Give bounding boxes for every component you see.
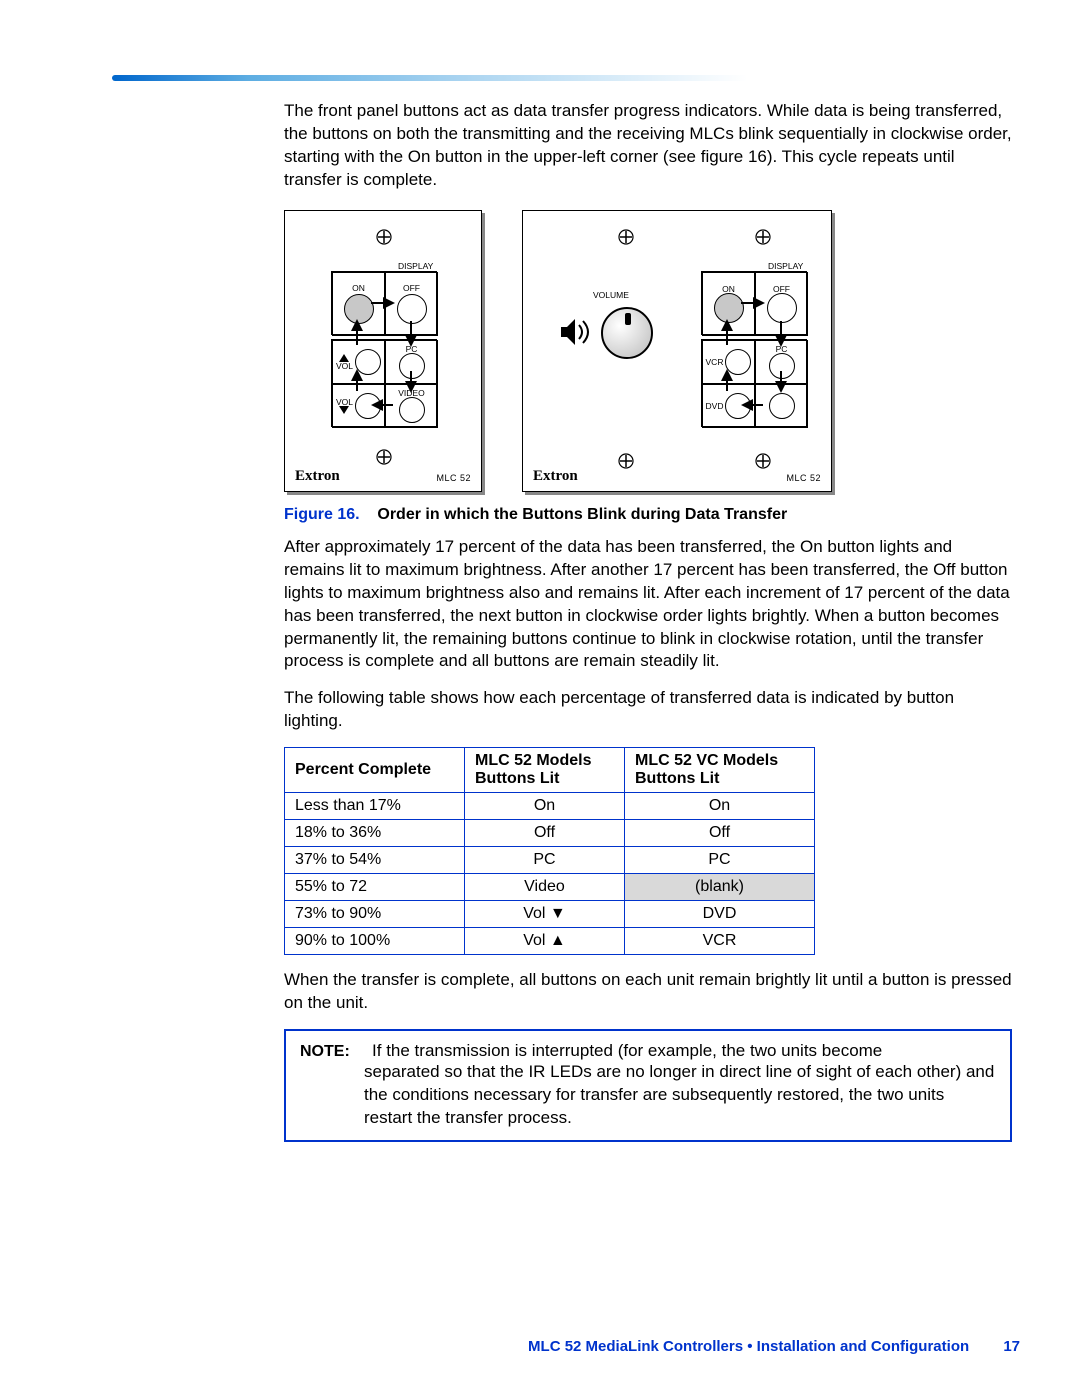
figure-row: DISPLAY ON OFF VOL [284,210,1012,492]
cell-mlc52vc: Off [625,820,815,847]
cell-percent: 37% to 54% [285,847,465,874]
cell-percent: Less than 17% [285,793,465,820]
speaker-icon [555,311,597,353]
screw-icon [618,453,634,469]
arrow-overlay [701,271,807,431]
table-row: 37% to 54%PCPC [285,847,815,874]
panel-mlc52: DISPLAY ON OFF VOL [284,210,482,492]
label-volume: VOLUME [593,291,629,300]
table-row: 55% to 72Video(blank) [285,874,815,901]
progress-table: Percent Complete MLC 52 Models Buttons L… [284,747,815,955]
arrow-overlay [331,271,437,431]
cell-mlc52vc: (blank) [625,874,815,901]
cell-mlc52vc: PC [625,847,815,874]
paragraph-4: When the transfer is complete, all butto… [284,969,1012,1015]
screw-icon [376,229,392,245]
content-area: The front panel buttons act as data tran… [284,100,1012,1142]
page-footer: MLC 52 MediaLink Controllers • Installat… [528,1338,1020,1355]
cell-mlc52: Vol ▲ [465,928,625,955]
col-percent: Percent Complete [285,748,465,793]
screw-icon [755,453,771,469]
footer-text: MLC 52 MediaLink Controllers • Installat… [528,1338,969,1355]
header-rule [112,75,1020,81]
screw-icon [376,449,392,465]
screw-icon [618,229,634,245]
paragraph-2: After approximately 17 percent of the da… [284,536,1012,674]
col-mlc52: MLC 52 Models Buttons Lit [465,748,625,793]
cell-mlc52vc: On [625,793,815,820]
brand-label: Extron [533,468,578,485]
table-row: 90% to 100%Vol ▲VCR [285,928,815,955]
model-label: MLC 52 [436,473,471,483]
paragraph-3: The following table shows how each perce… [284,687,1012,733]
note-label: NOTE: [300,1043,350,1060]
cell-percent: 18% to 36% [285,820,465,847]
label-display: DISPLAY [398,262,433,271]
cell-mlc52: PC [465,847,625,874]
figure-caption: Figure 16. Order in which the Buttons Bl… [284,506,1012,524]
figure-number: Figure 16. [284,506,360,523]
cell-percent: 55% to 72 [285,874,465,901]
panel-mlc52-vc: VOLUME DISPLAY ON OFF [522,210,832,492]
brand-label: Extron [295,468,340,485]
cell-mlc52: On [465,793,625,820]
page: The front panel buttons act as data tran… [0,0,1080,1397]
cell-mlc52: Video [465,874,625,901]
note-box: NOTE: If the transmission is interrupted… [284,1029,1012,1142]
volume-knob [601,307,653,359]
table-row: 73% to 90%Vol ▼DVD [285,901,815,928]
cell-mlc52: Vol ▼ [465,901,625,928]
cell-percent: 73% to 90% [285,901,465,928]
cell-mlc52: Off [465,820,625,847]
note-text-inline: If the transmission is interrupted (for … [372,1041,882,1060]
cell-mlc52vc: DVD [625,901,815,928]
paragraph-1: The front panel buttons act as data tran… [284,100,1012,192]
table-row: Less than 17%OnOn [285,793,815,820]
cell-mlc52vc: VCR [625,928,815,955]
note-text-body: separated so that the IR LEDs are no lon… [364,1061,996,1130]
screw-icon [755,229,771,245]
figure-title: Order in which the Buttons Blink during … [377,506,787,523]
table-header-row: Percent Complete MLC 52 Models Buttons L… [285,748,815,793]
cell-percent: 90% to 100% [285,928,465,955]
model-label: MLC 52 [786,473,821,483]
page-number: 17 [1003,1338,1020,1355]
col-mlc52vc: MLC 52 VC Models Buttons Lit [625,748,815,793]
table-row: 18% to 36%OffOff [285,820,815,847]
label-display: DISPLAY [768,262,803,271]
